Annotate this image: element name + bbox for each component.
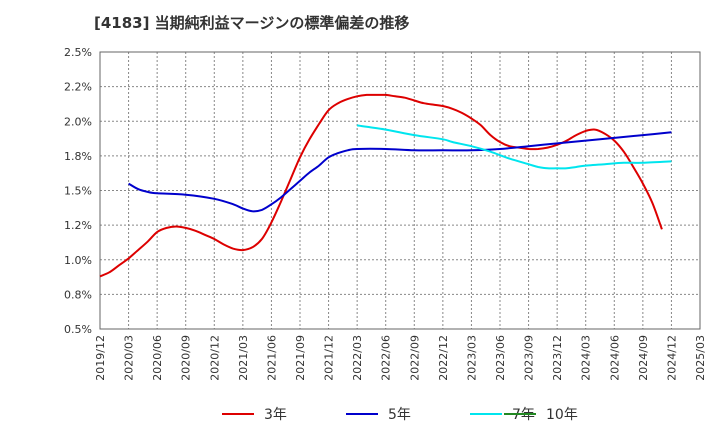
y-tick-label: 1.5% bbox=[64, 185, 92, 198]
series-lines bbox=[99, 93, 672, 278]
legend-label-3: 10年 bbox=[546, 407, 578, 423]
y-tick-label: 0.5% bbox=[64, 323, 92, 336]
legend-label-0: 3年 bbox=[264, 407, 287, 423]
x-tick-label: 2023/06 bbox=[494, 335, 507, 381]
y-tick-label: 2.5% bbox=[64, 46, 92, 59]
y-tick-label: 1.0% bbox=[64, 254, 92, 267]
x-tick-label: 2024/03 bbox=[580, 335, 593, 381]
series-line-0 bbox=[99, 93, 663, 278]
x-tick-label: 2021/12 bbox=[323, 335, 336, 381]
grid bbox=[99, 51, 701, 330]
x-tick-label: 2022/03 bbox=[351, 335, 364, 381]
x-tick-label: 2025/03 bbox=[694, 335, 707, 381]
series-line-2 bbox=[356, 124, 672, 170]
x-tick-label: 2022/06 bbox=[380, 335, 393, 381]
x-tick-label: 2021/03 bbox=[237, 335, 250, 381]
y-tick-label: 2.2% bbox=[64, 81, 92, 94]
y-tick-label: 1.2% bbox=[64, 219, 92, 232]
x-tick-label: 2022/12 bbox=[437, 335, 450, 381]
x-tick-label: 2024/06 bbox=[608, 335, 621, 381]
x-tick-label: 2023/12 bbox=[551, 335, 564, 381]
x-tick-label: 2020/03 bbox=[123, 335, 136, 381]
x-tick-label: 2021/06 bbox=[265, 335, 278, 381]
x-tick-label: 2024/09 bbox=[637, 335, 650, 381]
legend-label-1: 5年 bbox=[388, 407, 411, 423]
y-tick-label: 2.0% bbox=[64, 115, 92, 128]
axes: 0.5% 0.8% 1.0% 1.2% 1.5% 1.8% 2.0% 2.2% 2.5% 2019… bbox=[64, 46, 707, 381]
x-tick-label: 2023/03 bbox=[465, 335, 478, 381]
x-tick-label: 2024/12 bbox=[665, 335, 678, 381]
x-tick-label: 2020/09 bbox=[180, 335, 193, 381]
chart-title: [4183] 当期純利益マージンの標準偏差の推移 bbox=[94, 14, 410, 32]
x-tick-label: 2020/06 bbox=[151, 335, 164, 381]
x-tick-label: 2023/09 bbox=[523, 335, 536, 381]
x-tick-label: 2020/12 bbox=[208, 335, 221, 381]
legend: 3年5年7年10年 bbox=[222, 407, 578, 423]
x-tick-label: 2019/12 bbox=[94, 335, 107, 381]
x-tick-label: 2021/09 bbox=[294, 335, 307, 381]
series-line-1 bbox=[128, 131, 672, 213]
plot-frame bbox=[99, 51, 701, 330]
y-tick-label: 1.8% bbox=[64, 150, 92, 163]
x-tick-label: 2022/09 bbox=[408, 335, 421, 381]
y-tick-label: 0.8% bbox=[64, 288, 92, 301]
